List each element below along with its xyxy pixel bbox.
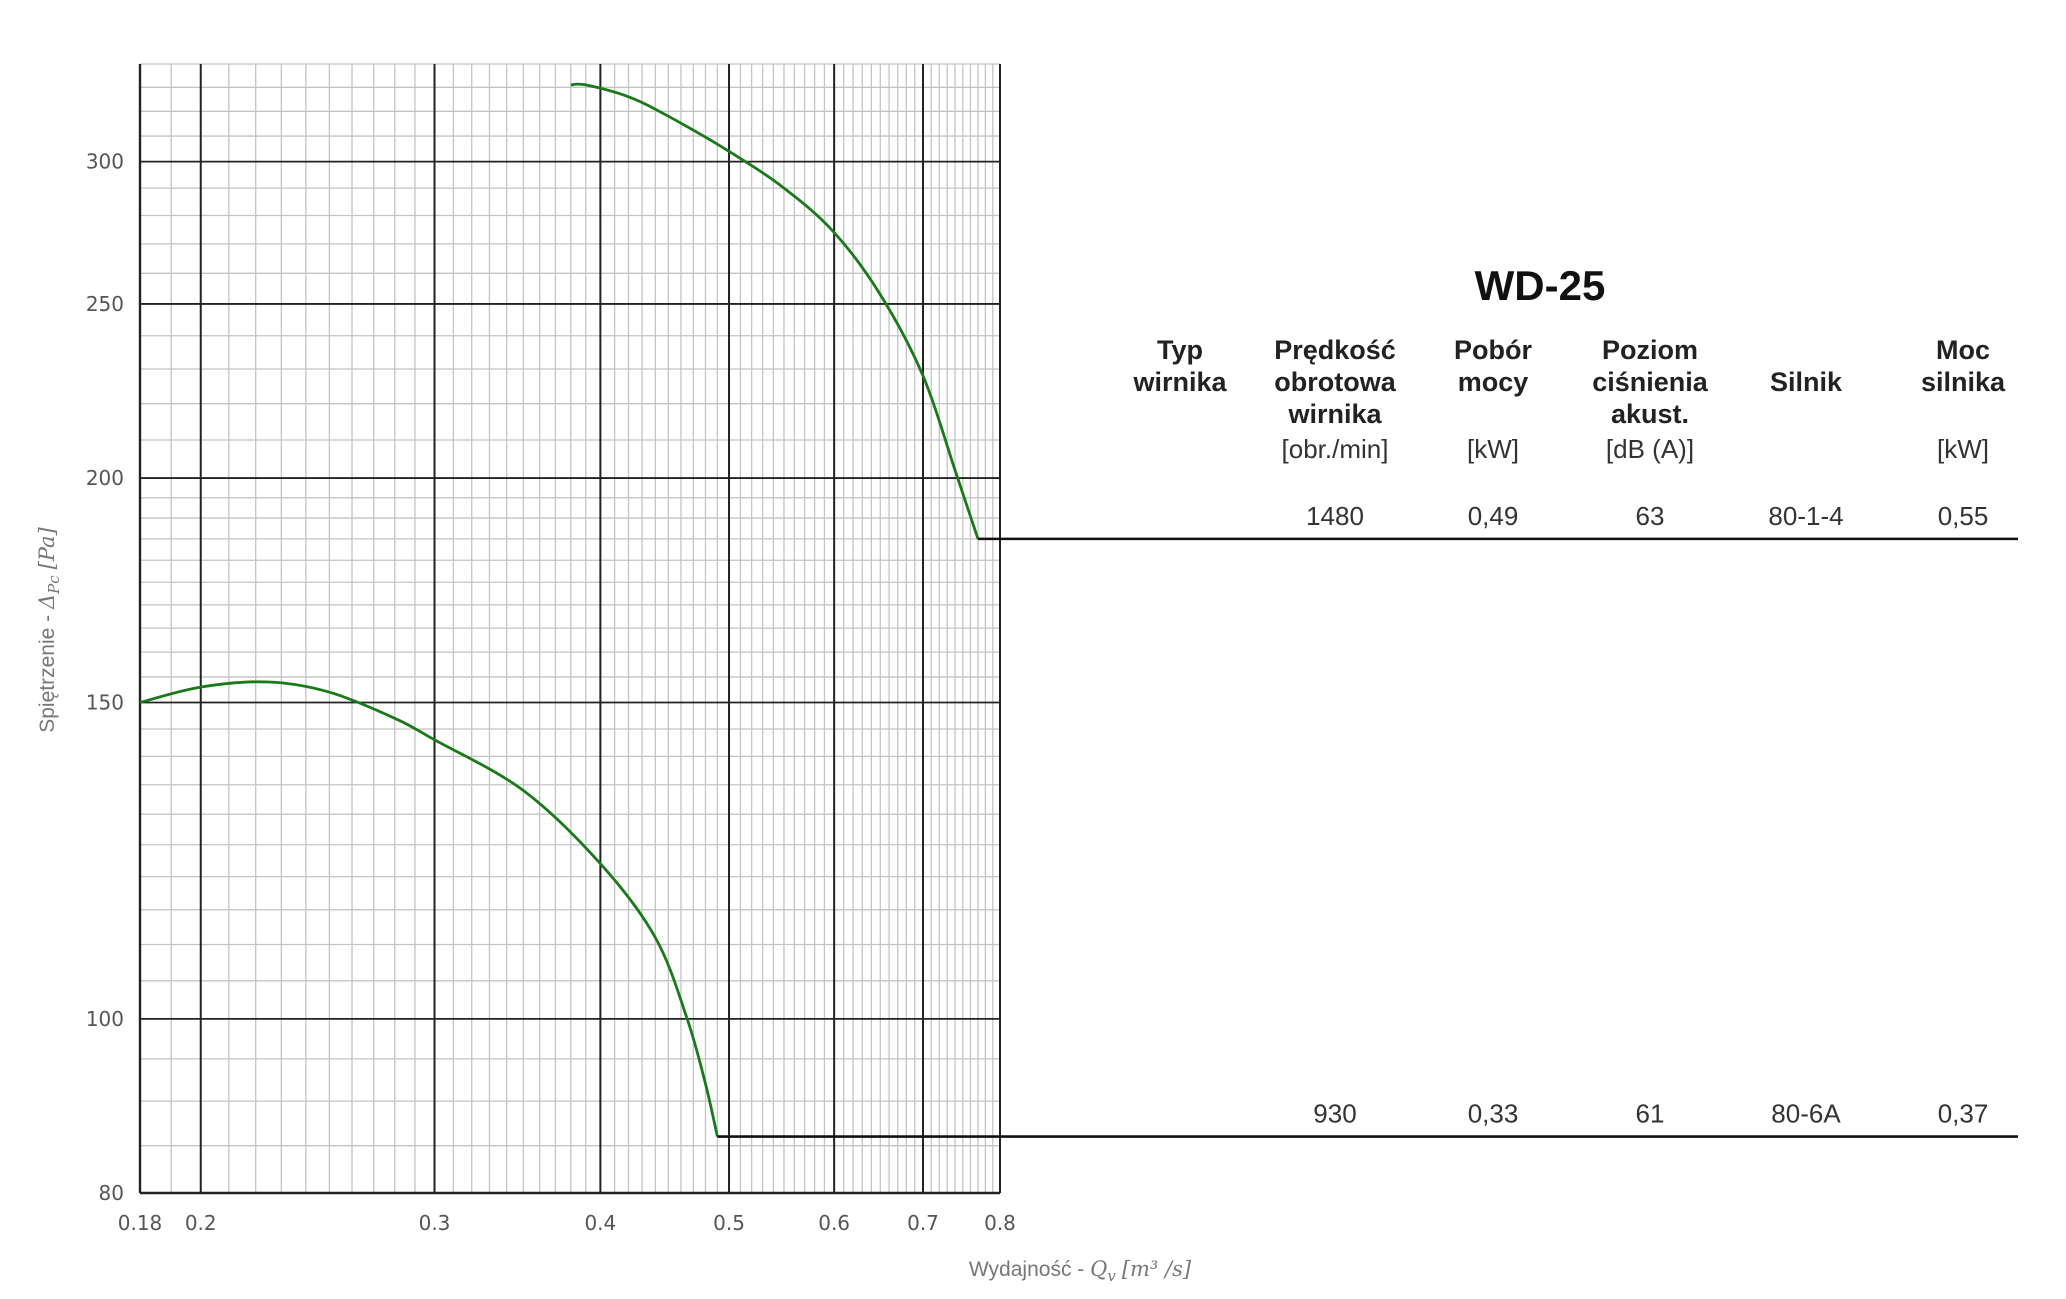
x-axis-symbol: Q xyxy=(1090,1257,1107,1281)
x-axis-label: Wydajność - Qv [m³ /s] xyxy=(969,1257,1192,1285)
table-cell: 1480 xyxy=(1306,501,1364,531)
table-cell: 63 xyxy=(1636,501,1665,531)
table-header-col-5: Moc silnika xyxy=(1921,335,2006,397)
x-axis-label-text: Wydajność - xyxy=(969,1258,1090,1281)
table-header-line: obrotowa xyxy=(1274,367,1396,397)
table-rows: 1480 0,49 63 80-1-4 0,55 930 0,33 61 80-6A 0,37 xyxy=(1306,501,1988,1129)
x-tick-label: 0.5 xyxy=(713,1211,745,1235)
x-tick-label: 0.6 xyxy=(818,1211,850,1235)
table-unit-col-2: [kW] xyxy=(1467,434,1519,464)
table-header-line: Moc xyxy=(1936,335,1990,365)
table-header-line: Typ xyxy=(1157,335,1203,365)
y-axis-unit: [Pa] xyxy=(35,526,59,569)
table-cell: 0,33 xyxy=(1468,1099,1519,1129)
chart-title: WD-25 xyxy=(1475,262,1606,309)
y-axis-label: Spiętrzenie - ΔPc [Pa] xyxy=(35,526,63,732)
y-tick-label: 150 xyxy=(86,691,124,715)
x-tick-label: 0.18 xyxy=(118,1211,163,1235)
table-header-line: wirnika xyxy=(1287,399,1382,429)
table-header-line: silnika xyxy=(1921,367,2006,397)
y-tick-label: 250 xyxy=(86,292,124,316)
table-unit-col-5: [kW] xyxy=(1937,434,1989,464)
y-axis-label-text: Spiętrzenie - xyxy=(36,609,59,733)
y-axis-symbol: Δ xyxy=(35,594,59,610)
minor-grid xyxy=(140,63,1000,1193)
y-tick-labels: 80 100 150 200 250 300 xyxy=(86,150,124,1205)
table-cell: 0,55 xyxy=(1938,501,1989,531)
table-leader-lines xyxy=(717,537,2018,1138)
table-header-line: ciśnienia xyxy=(1592,367,1709,397)
performance-curves xyxy=(139,82,980,1137)
y-tick-label: 200 xyxy=(86,466,124,490)
table-cell: 80-1-4 xyxy=(1768,501,1843,531)
table-header-line: wirnika xyxy=(1132,367,1227,397)
x-tick-label: 0.3 xyxy=(419,1211,451,1235)
table-header-line: Silnik xyxy=(1770,367,1843,397)
table-header-line: Prędkość xyxy=(1274,335,1396,365)
table-cell: 80-6A xyxy=(1771,1099,1841,1129)
table-header-line: mocy xyxy=(1458,367,1529,397)
y-tick-label: 100 xyxy=(86,1007,124,1031)
x-axis-unit: [m³ /s] xyxy=(1122,1257,1192,1281)
table-unit-col-3: [dB (A)] xyxy=(1606,434,1694,464)
table-header-line: Poziom xyxy=(1602,335,1698,365)
table-header-line: akust. xyxy=(1611,399,1689,429)
table-header-line: Pobór xyxy=(1454,335,1532,365)
x-tick-label: 0.7 xyxy=(907,1211,939,1235)
curve-930-rpm xyxy=(139,680,719,1137)
curve-1480-rpm xyxy=(570,82,980,540)
y-tick-label: 80 xyxy=(99,1181,124,1205)
x-tick-label: 0.2 xyxy=(185,1211,217,1235)
table-cell: 930 xyxy=(1313,1099,1356,1129)
x-tick-label: 0.4 xyxy=(584,1211,616,1235)
table-cell: 0,49 xyxy=(1468,501,1519,531)
y-tick-label: 300 xyxy=(86,150,124,174)
table-header-col-0: Typ wirnika xyxy=(1132,335,1227,397)
table-cell: 61 xyxy=(1636,1099,1665,1129)
table-cell: 0,37 xyxy=(1938,1099,1989,1129)
y-axis-subscript: Pc xyxy=(45,575,63,595)
table-header-col-1: Prędkość obrotowa wirnika xyxy=(1274,335,1397,429)
table-header-col-3: Poziom ciśnienia akust. xyxy=(1592,335,1709,429)
x-tick-labels: 0.18 0.2 0.3 0.4 0.5 0.6 0.7 0.8 xyxy=(118,1211,1016,1235)
x-axis-subscript: v xyxy=(1107,1267,1116,1285)
x-tick-label: 0.8 xyxy=(984,1211,1016,1235)
table-unit-col-1: [obr./min] xyxy=(1282,434,1389,464)
table-header-col-4: Silnik xyxy=(1770,367,1843,397)
major-grid xyxy=(140,64,1000,1193)
axes xyxy=(138,64,1001,1195)
table-header-col-2: Pobór mocy xyxy=(1454,335,1532,397)
